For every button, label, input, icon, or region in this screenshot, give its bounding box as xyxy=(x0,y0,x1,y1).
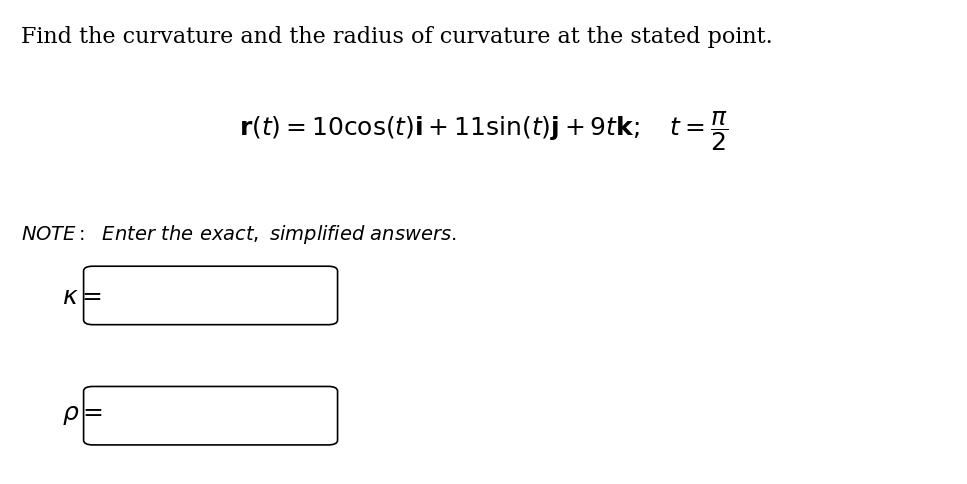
Text: $\kappa =$: $\kappa =$ xyxy=(62,285,102,308)
FancyBboxPatch shape xyxy=(83,267,337,325)
Text: $\mathit{NOTE{:}\ \ Enter\ the\ exact,\ simplified\ answers.}$: $\mathit{NOTE{:}\ \ Enter\ the\ exact,\ … xyxy=(21,223,456,246)
FancyBboxPatch shape xyxy=(83,387,337,445)
Text: $\mathbf{r}(t) = 10\cos(t)\mathbf{i} + 11\sin(t)\mathbf{j} + 9t\mathbf{k}; \quad: $\mathbf{r}(t) = 10\cos(t)\mathbf{i} + 1… xyxy=(239,109,728,153)
Text: Find the curvature and the radius of curvature at the stated point.: Find the curvature and the radius of cur… xyxy=(21,26,773,48)
Text: $\rho =$: $\rho =$ xyxy=(62,404,103,426)
